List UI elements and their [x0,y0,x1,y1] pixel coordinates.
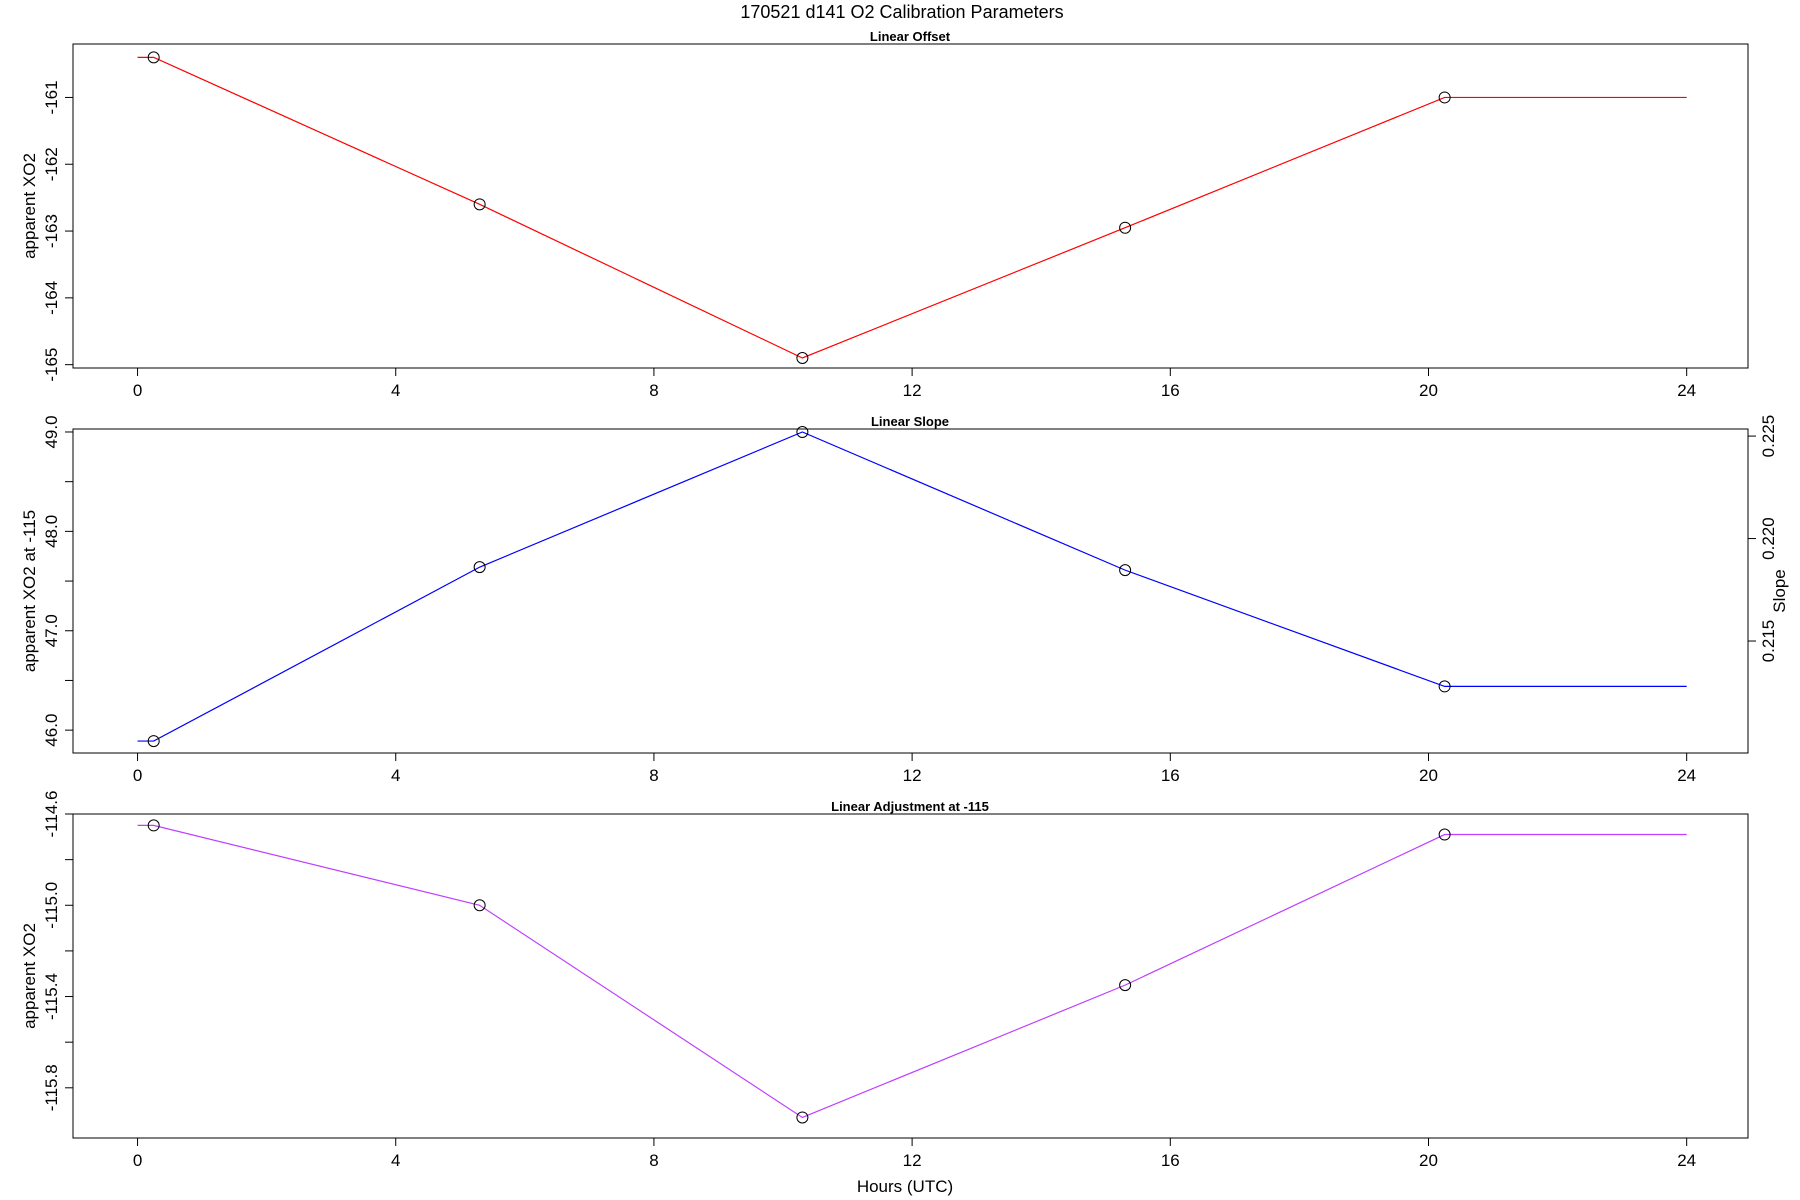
x-tick-label: 0 [133,381,142,400]
x-tick-label: 0 [133,766,142,785]
series-line [137,431,1687,742]
data-point [796,351,809,364]
plot-frame [72,428,1749,754]
x-tick-label: 8 [649,1151,658,1170]
y-axis-label: apparent XO2 [20,923,39,1029]
panel-title: Linear Offset [870,29,951,44]
y-tick-label: -115.0 [42,882,61,929]
panel-linear-adjustment: Linear Adjustment at -115 0 4 8 12 16 20 24 -114… [20,791,1749,1170]
y2-axis-label: Slope [1770,569,1789,612]
x-tick-label: 4 [391,1151,400,1170]
x-tick-label: 8 [649,766,658,785]
x-tick-label: 4 [391,766,400,785]
panel-linear-slope: Linear Slope 0 4 8 12 16 20 24 49.0 48.0 47.0 46.0 a… [20,414,1789,785]
x-tick-label: 12 [903,381,922,400]
y2-tick-label: 0.225 [1759,415,1778,458]
y-axis-label: apparent XO2 at -115 [20,510,39,672]
plot-frame [72,43,1749,369]
y-tick-label: -115.4 [42,973,61,1020]
y-tick-label: 49.0 [42,415,61,448]
panel-title: Linear Slope [871,414,949,429]
y2-tick-label: 0.220 [1759,517,1778,560]
data-point [1438,91,1451,104]
x-tick-label: 12 [903,1151,922,1170]
data-point [147,735,160,748]
x-tick-label: 8 [649,381,658,400]
y2-tick-label: 0.215 [1759,620,1778,663]
x-tick-label: 24 [1677,381,1696,400]
data-point [796,1111,809,1124]
y-tick-label: -115.8 [42,1064,61,1111]
y-tick-label: -164 [42,281,61,315]
x-tick-label: 24 [1677,1151,1696,1170]
data-point [147,819,160,832]
data-point [1438,680,1451,693]
panel-linear-offset: Linear Offset 0 4 8 12 16 20 24 -161 -162 -163 -164… [20,29,1749,400]
data-point [1119,564,1132,577]
x-tick-label: 20 [1419,1151,1438,1170]
data-point [473,899,486,912]
data-point [473,198,486,211]
x-tick-label: 20 [1419,381,1438,400]
y-tick-label: -162 [42,147,61,181]
data-point [1438,828,1451,841]
y-tick-label: 46.0 [42,714,61,747]
x-tick-label: 16 [1161,766,1180,785]
series-line [137,824,1687,1119]
plot-frame [72,813,1749,1139]
y-tick-label: 48.0 [42,515,61,548]
figure-title: 170521 d141 O2 Calibration Parameters [740,2,1063,22]
y-tick-label: -165 [42,348,61,382]
panel-title: Linear Adjustment at -115 [831,799,989,814]
y-tick-label: 47.0 [42,614,61,647]
y-axis-label: apparent XO2 [20,153,39,259]
x-tick-label: 4 [391,381,400,400]
y-tick-label: -114.6 [42,791,61,838]
data-point [147,51,160,64]
x-tick-label: 0 [133,1151,142,1170]
data-point [473,561,486,574]
x-tick-label: 16 [1161,381,1180,400]
series-line [137,56,1687,359]
data-point [796,425,809,438]
y-tick-label: -163 [42,214,61,248]
x-tick-label: 12 [903,766,922,785]
x-tick-label: 24 [1677,766,1696,785]
y-tick-label: -161 [42,80,61,114]
x-tick-label: 16 [1161,1151,1180,1170]
data-point [1119,221,1132,234]
x-axis-label: Hours (UTC) [857,1177,953,1196]
data-point [1119,979,1132,992]
x-tick-label: 20 [1419,766,1438,785]
